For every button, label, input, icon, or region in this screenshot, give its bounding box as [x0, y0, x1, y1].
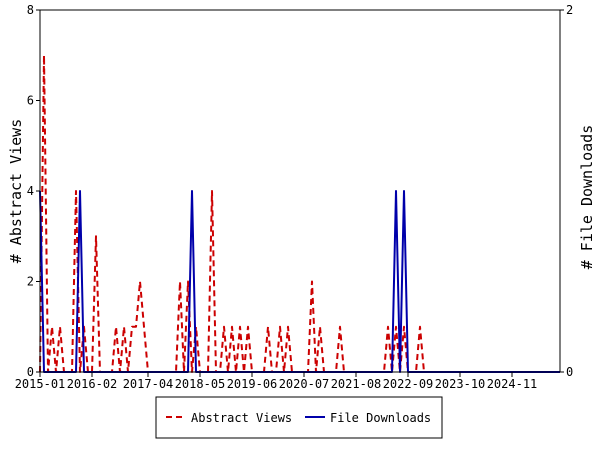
legend-label-file-downloads: File Downloads — [330, 411, 431, 425]
x-tick-label: 2022-09 — [383, 377, 434, 391]
x-tick-label: 2018-05 — [175, 377, 226, 391]
legend-label-abstract-views: Abstract Views — [191, 411, 292, 425]
x-tick-label: 2016-02 — [67, 377, 118, 391]
y2-tick-label: 2 — [566, 3, 573, 17]
y-axis-title: # Abstract Views — [7, 119, 25, 264]
y2-axis-title: # File Downloads — [578, 125, 596, 270]
y-tick-label: 2 — [27, 275, 34, 289]
x-tick-label: 2020-07 — [279, 377, 330, 391]
y-tick-label: 4 — [27, 184, 34, 198]
legend-box — [155, 396, 443, 439]
x-tick-label: 2015-01 — [15, 377, 66, 391]
legend: Abstract Views File Downloads — [155, 396, 443, 439]
x-tick-label: 2019-06 — [227, 377, 278, 391]
y-axis-ticks: 0 2 4 6 8 — [27, 3, 40, 379]
x-tick-label: 2023-10 — [435, 377, 486, 391]
x-tick-label: 2017-04 — [123, 377, 174, 391]
y-tick-label: 8 — [27, 3, 34, 17]
y-tick-label: 0 — [27, 365, 34, 379]
y2-axis-ticks: 02 — [560, 3, 573, 379]
x-tick-label: 2021-08 — [331, 377, 382, 391]
x-tick-label: 2024-11 — [487, 377, 538, 391]
y2-tick-label: 0 — [566, 365, 573, 379]
y-tick-label: 6 — [27, 94, 34, 108]
x-axis-ticks: 2015-01 2016-02 2017-04 2018-05 2019-06 2020-… — [15, 372, 538, 391]
